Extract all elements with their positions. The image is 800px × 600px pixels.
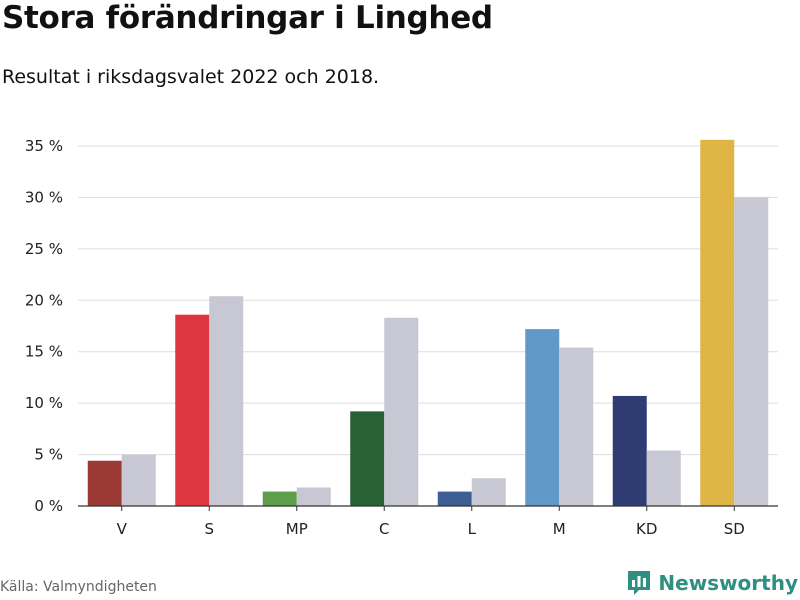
y-tick-label: 5 % — [34, 446, 63, 464]
bar-chart: 0 % 5 % 10 % 15 % 20 % 25 % 30 % 35 % V S MP C L M KD… — [25, 137, 778, 538]
bar-c-series-1 — [350, 411, 385, 506]
chart-subtitle: Resultat i riksdagsvalet 2022 och 2018. — [2, 66, 380, 88]
x-tick-label: C — [379, 520, 389, 538]
bar-mp-series-2 — [296, 487, 331, 506]
bar-s-series-1 — [175, 314, 210, 506]
y-tick-label: 20 % — [25, 291, 63, 309]
brand-logo: Newsworthy — [626, 569, 798, 597]
bar-s-series-2 — [209, 296, 244, 506]
x-tick-label: M — [553, 520, 566, 538]
bar-l-series-2 — [471, 478, 506, 506]
y-tick-label: 15 % — [25, 343, 63, 361]
x-tick-label: L — [468, 520, 477, 538]
x-tick-label: SD — [724, 520, 745, 538]
y-tick-label: 25 % — [25, 240, 63, 258]
chart-title: Stora förändringar i Linghed — [2, 0, 493, 36]
y-axis-tick-labels: 0 % 5 % 10 % 15 % 20 % 25 % 30 % 35 % — [25, 137, 63, 515]
x-tick-label: MP — [286, 520, 308, 538]
bar-m-series-2 — [559, 347, 594, 506]
bar-mp-series-1 — [262, 491, 297, 506]
bar-l-series-1 — [437, 491, 472, 506]
x-tick-label: S — [204, 520, 214, 538]
bar-sd-series-1 — [700, 139, 735, 507]
bar-c-series-2 — [384, 317, 419, 506]
bar-m-series-1 — [525, 329, 560, 506]
bar-v-series-2 — [121, 454, 156, 506]
x-tick-label: KD — [636, 520, 657, 538]
bar-sd-series-2 — [734, 197, 769, 506]
y-tick-label: 0 % — [34, 497, 63, 515]
brand-name: Newsworthy — [658, 571, 798, 595]
bar-kd-series-2 — [646, 450, 681, 506]
y-tick-label: 35 % — [25, 137, 63, 155]
newsworthy-chart-icon — [628, 571, 651, 595]
y-tick-label: 30 % — [25, 188, 63, 206]
bars — [87, 139, 769, 507]
source-note: Källa: Valmyndigheten — [0, 579, 157, 595]
bar-v-series-1 — [87, 460, 122, 506]
x-tick-label: V — [117, 520, 128, 538]
x-axis — [78, 505, 778, 511]
y-tick-label: 10 % — [25, 394, 63, 412]
bar-kd-series-1 — [612, 395, 647, 506]
x-axis-tick-labels: V S MP C L M KD SD — [117, 520, 745, 538]
